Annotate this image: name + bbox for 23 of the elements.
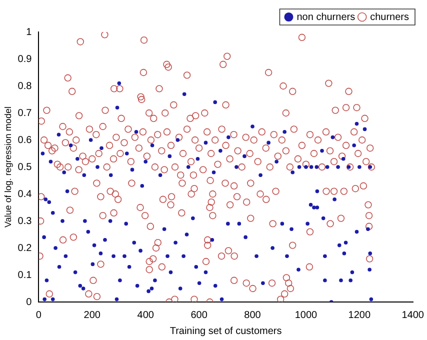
y-tick-label: 0.6 — [18, 134, 32, 146]
y-axis-title: Value of log. regression model — [2, 106, 13, 228]
y-tick-label: 0.5 — [18, 162, 32, 173]
y-tick-label: 0.8 — [18, 80, 32, 92]
y-tick-label: 0.2 — [18, 242, 32, 254]
y-tick-label: 0.1 — [18, 270, 32, 281]
y-tick-label: 0 — [26, 296, 32, 308]
x-tick-label: 200 — [84, 310, 101, 321]
x-tick-label: 0 — [36, 310, 42, 321]
y-tick-label: 0.9 — [18, 54, 32, 65]
y-tick-label: 0.3 — [18, 216, 32, 227]
x-tick-label: 800 — [244, 310, 262, 321]
x-tick-label: 1400 — [402, 310, 424, 321]
x-axis-title: Training set of customers — [170, 326, 282, 337]
legend-label: churners — [370, 12, 409, 23]
x-tick-label: 1200 — [348, 310, 371, 321]
x-tick-label: 1000 — [294, 310, 318, 321]
x-tick-label: 600 — [190, 310, 208, 321]
y-tick-label: 0.4 — [18, 188, 32, 200]
y-tick-label: 1 — [26, 26, 32, 38]
y-tick-label: 0.7 — [18, 108, 32, 119]
x-tick-label: 400 — [137, 310, 154, 321]
legend-label: non churners — [296, 12, 356, 23]
